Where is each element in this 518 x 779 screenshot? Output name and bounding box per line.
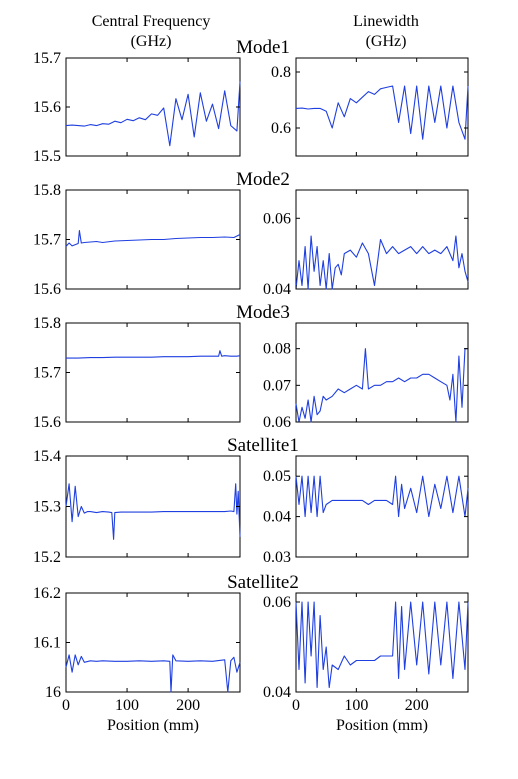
y-tick-label: 0.06 xyxy=(263,414,291,431)
y-tick-label: 15.6 xyxy=(33,99,61,116)
y-tick-label: 15.4 xyxy=(33,448,61,465)
x-tick-label: 100 xyxy=(344,697,368,714)
plot-frame xyxy=(65,322,241,423)
y-tick-label: 0.08 xyxy=(263,341,291,358)
data-series-line xyxy=(295,475,469,518)
panel-r4-c1: 0.04 0.06 0 100 200 Position (mm) xyxy=(263,592,469,734)
y-tick-label: 0.06 xyxy=(263,210,291,227)
panel-r0-c1: 0.6 0.8 xyxy=(271,57,469,157)
panel-title: Satellite2 xyxy=(227,572,299,593)
y-tick-label: 0.07 xyxy=(263,377,291,394)
col-header-frequency-line2: (GHz) xyxy=(131,33,172,50)
plot-frame xyxy=(295,455,469,558)
panel-r3-c1: 0.03 0.04 0.05 xyxy=(263,455,469,566)
x-tick-label: 200 xyxy=(405,697,429,714)
data-series-line xyxy=(295,348,468,423)
y-tick-label: 0.8 xyxy=(271,64,291,81)
plot-frame xyxy=(295,189,469,290)
y-tick-label: 15.2 xyxy=(33,549,61,566)
data-series-line xyxy=(295,235,469,290)
panel-r2-c1: 0.06 0.07 0.08 xyxy=(263,322,469,431)
y-tick-label: 0.04 xyxy=(263,684,291,701)
panel-grid: Mode1 15.5 15.6 15.7 0.6 0.8 Mode2 15.6 15.7 15.8… xyxy=(33,37,469,734)
y-tick-label: 15.6 xyxy=(33,414,61,431)
y-tick-label: 0.04 xyxy=(263,281,291,298)
data-series-line xyxy=(65,654,241,693)
data-series-line xyxy=(295,85,469,140)
panel-r1-c0: Mode2 15.6 15.7 15.8 xyxy=(33,169,290,298)
x-tick-label: 200 xyxy=(176,697,200,714)
x-tick-label: 0 xyxy=(292,697,300,714)
y-tick-label: 15.7 xyxy=(33,365,61,382)
column-headers: Central Frequency (GHz) Linewidth (GHz) xyxy=(92,13,419,50)
y-tick-label: 15.3 xyxy=(33,499,61,516)
col-header-linewidth-line1: Linewidth xyxy=(353,13,419,30)
panel-r0-c0: Mode1 15.5 15.6 15.7 xyxy=(33,37,290,165)
x-tick-label: 0 xyxy=(62,697,70,714)
plot-frame xyxy=(295,57,469,157)
y-tick-label: 0.6 xyxy=(271,120,291,137)
panel-title: Mode2 xyxy=(236,169,290,190)
panel-title: Mode3 xyxy=(236,302,290,323)
data-series-line xyxy=(295,601,469,689)
data-series-line xyxy=(65,483,241,540)
plot-frame xyxy=(65,455,241,558)
y-tick-label: 15.7 xyxy=(33,232,61,249)
data-series-line xyxy=(65,230,241,247)
y-tick-label: 15.7 xyxy=(33,50,61,67)
y-tick-label: 0.03 xyxy=(263,549,291,566)
y-tick-label: 16 xyxy=(45,684,61,701)
panel-r4-c0: Satellite2 16 16.1 16.2 0 100 200 Position (mm) xyxy=(33,572,299,734)
x-axis-label: Position (mm) xyxy=(107,717,199,734)
panel-r1-c1: 0.04 0.06 xyxy=(263,189,469,298)
y-tick-label: 0.04 xyxy=(263,509,291,526)
panel-title: Mode1 xyxy=(236,37,290,58)
y-tick-label: 16.2 xyxy=(33,585,61,602)
plot-frame xyxy=(295,322,469,423)
y-tick-label: 15.8 xyxy=(33,315,61,332)
plot-frame xyxy=(65,592,241,693)
x-axis-label: Position (mm) xyxy=(336,717,428,734)
x-tick-label: 100 xyxy=(115,697,139,714)
panel-title: Satellite1 xyxy=(227,435,299,456)
plot-frame xyxy=(65,57,241,157)
y-tick-label: 15.5 xyxy=(33,148,61,165)
data-series-line xyxy=(65,81,241,147)
y-tick-label: 15.6 xyxy=(33,281,61,298)
plot-frame xyxy=(295,592,469,693)
col-header-linewidth-line2: (GHz) xyxy=(366,33,407,50)
y-tick-label: 0.05 xyxy=(263,468,291,485)
panel-r3-c0: Satellite1 15.2 15.3 15.4 xyxy=(33,435,299,566)
panel-r2-c0: Mode3 15.6 15.7 15.8 xyxy=(33,302,290,431)
col-header-frequency-line1: Central Frequency xyxy=(92,13,211,30)
y-tick-label: 0.06 xyxy=(263,594,291,611)
y-tick-label: 16.1 xyxy=(33,635,61,652)
y-tick-label: 15.8 xyxy=(33,182,61,199)
data-series-line xyxy=(66,350,241,359)
